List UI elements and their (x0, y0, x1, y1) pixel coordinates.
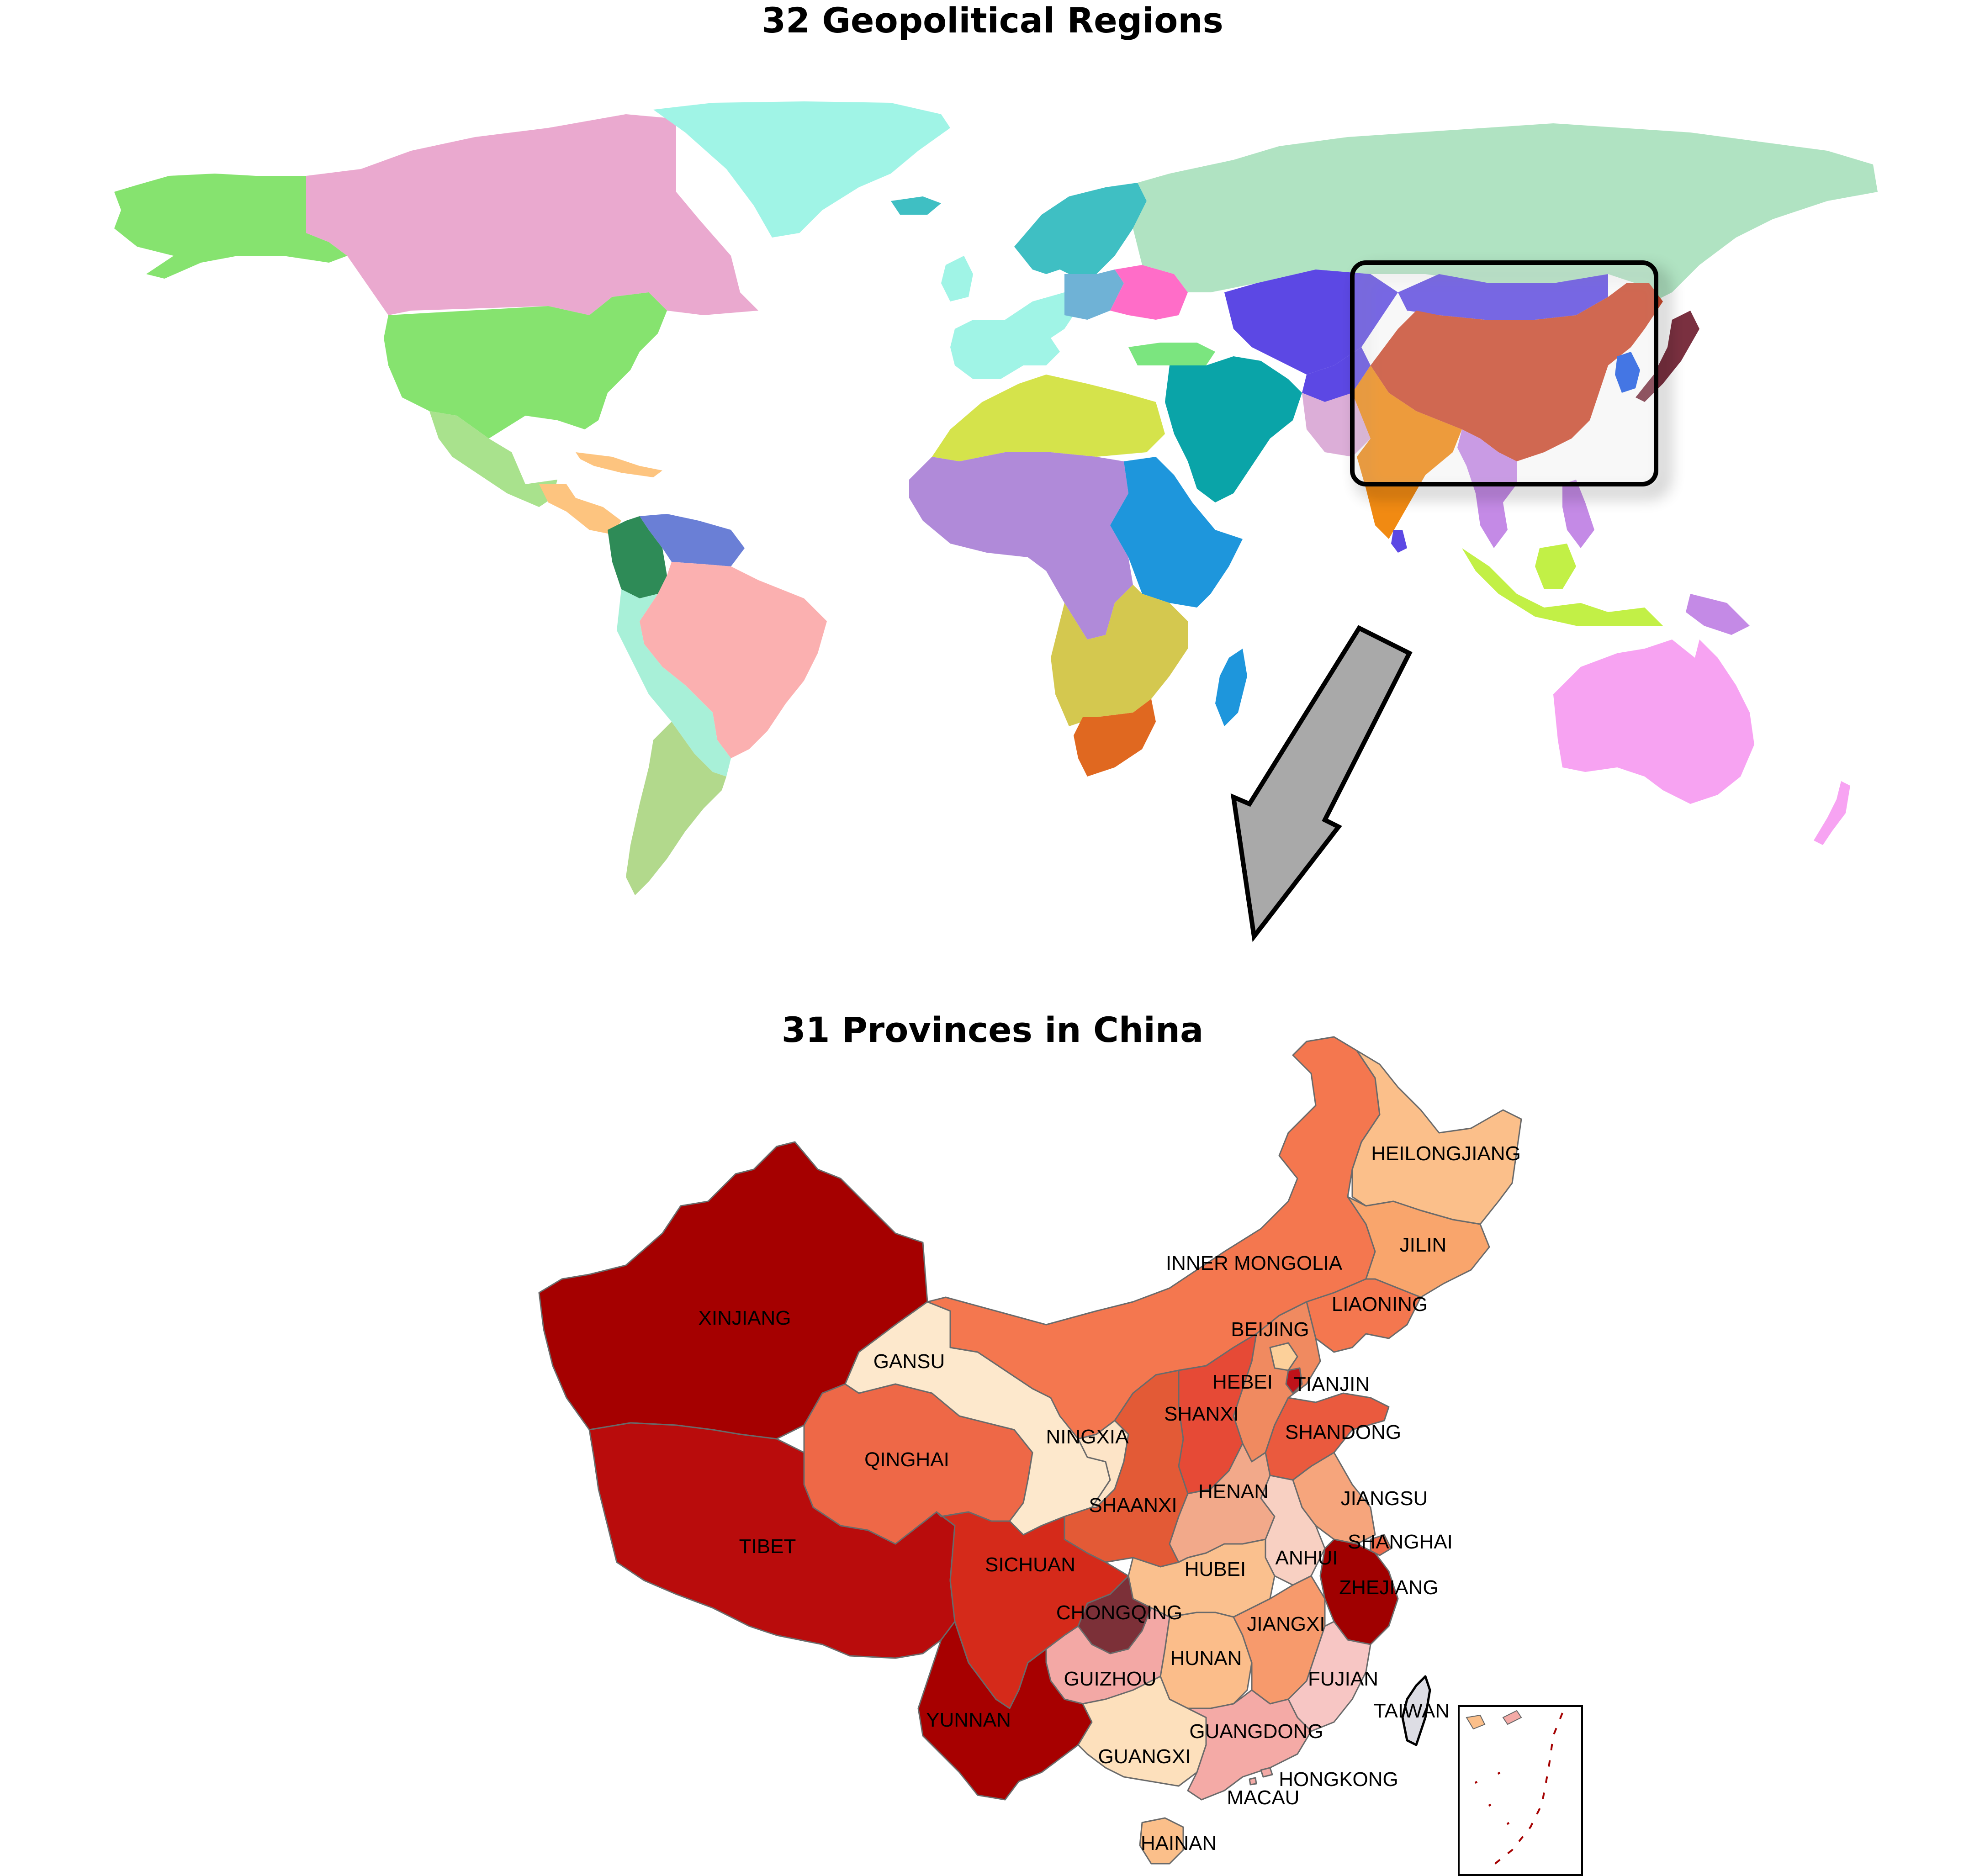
province-label-shaanxi: SHAANXI (1089, 1494, 1177, 1517)
province-label-chongqing: CHONGQING (1056, 1601, 1182, 1624)
province-macau (1249, 1777, 1257, 1786)
province-label-beijing: BEIJING (1231, 1318, 1309, 1341)
province-label-tianjin: TIANJIN (1294, 1373, 1370, 1395)
region-alaska (114, 174, 347, 279)
province-label-hubei: HUBEI (1185, 1558, 1246, 1580)
province-label-ningxia: NINGXIA (1046, 1426, 1129, 1448)
region-brazil (640, 562, 827, 758)
south-china-sea-inset (1458, 1705, 1583, 1876)
region-russia (1133, 123, 1878, 301)
region-central-europe (1064, 270, 1124, 320)
region-caribbean (576, 452, 662, 477)
china-map-title: 31 Provinces in China (781, 1009, 1204, 1050)
province-label-taiwan: TAIWAN (1374, 1700, 1450, 1722)
region-southern-africa (1051, 585, 1188, 726)
province-label-zhejiang: ZHEJIANG (1339, 1576, 1439, 1599)
province-inner-mongolia (926, 1036, 1381, 1440)
region-greenland (653, 101, 950, 238)
region-scandinavia (1014, 183, 1147, 279)
province-liaoning (1306, 1278, 1422, 1353)
world-map (114, 101, 1878, 895)
region-western-europe (950, 292, 1074, 379)
province-label-hunan: HUNAN (1170, 1647, 1242, 1670)
province-label-hongkong: HONGKONG (1279, 1768, 1398, 1791)
region-borneo (1535, 544, 1576, 589)
province-label-shanghai: SHANGHAI (1348, 1531, 1453, 1553)
province-label-macau: MACAU (1227, 1786, 1300, 1809)
region-middle-east (1165, 356, 1302, 502)
province-label-gansu: GANSU (873, 1350, 945, 1373)
province-label-shanxi: SHANXI (1164, 1403, 1239, 1425)
province-label-liaoning: LIAONING (1332, 1293, 1428, 1316)
region-western-africa (909, 452, 1133, 639)
region-andes (617, 589, 731, 777)
region-australia (1553, 639, 1754, 804)
region-eastern-europe (1110, 265, 1188, 320)
province-label-fujian: FUJIAN (1308, 1668, 1378, 1690)
province-label-jilin: JILIN (1400, 1234, 1447, 1256)
region-mexico (429, 411, 557, 507)
china-highlight-box (1350, 260, 1658, 486)
province-label-guizhou: GUIZHOU (1064, 1668, 1157, 1690)
province-label-tibet: TIBET (739, 1535, 796, 1558)
province-label-sichuan: SICHUAN (985, 1554, 1075, 1576)
province-label-xinjiang: XINJIANG (699, 1307, 791, 1329)
province-label-qinghai: QINGHAI (864, 1448, 949, 1471)
province-hongkong (1260, 1767, 1273, 1778)
province-beijing (1269, 1342, 1298, 1371)
region-madagascar (1215, 649, 1247, 726)
region-papua (1686, 594, 1750, 635)
region-indonesia (1462, 548, 1663, 626)
province-label-hebei: HEBEI (1212, 1371, 1273, 1393)
zoom-arrow (1230, 625, 1413, 942)
region-philippines (1562, 480, 1594, 548)
province-label-hainan: HAINAN (1141, 1832, 1217, 1855)
province-labels: XINJIANG TIBET QINGHAI GANSU INNER MONGOLIA H… (699, 1142, 1521, 1855)
world-map-title: 32 Geopolitical Regions (762, 0, 1223, 41)
province-label-yunnan: YUNNAN (926, 1709, 1011, 1731)
province-hainan (1139, 1817, 1184, 1865)
province-guangdong (1187, 1689, 1312, 1801)
province-tianjin (1285, 1367, 1303, 1394)
region-usa (384, 292, 667, 439)
province-label-jiangsu: JIANGSU (1341, 1487, 1428, 1510)
region-eastern-africa (1110, 457, 1243, 608)
province-label-henan: HENAN (1198, 1480, 1269, 1503)
region-central-america (539, 484, 621, 534)
province-heilongjiang (1351, 1050, 1522, 1225)
region-iceland (891, 196, 941, 215)
region-canada (306, 114, 758, 315)
province-label-heilongjiang: HEILONGJIANG (1371, 1142, 1521, 1165)
province-label-jiangxi: JIANGXI (1247, 1613, 1325, 1635)
region-northern-south-america (640, 514, 745, 566)
province-shanghai (1370, 1534, 1392, 1556)
province-taiwan (1401, 1675, 1431, 1746)
region-north-africa (932, 375, 1165, 461)
region-south-africa (1074, 699, 1156, 777)
china-map (538, 1036, 1522, 1865)
region-argentina (626, 722, 726, 895)
region-colombia (608, 516, 667, 598)
province-label-guangxi: GUANGXI (1098, 1745, 1191, 1768)
region-uk (941, 256, 973, 301)
province-label-guangdong: GUANGDONG (1189, 1720, 1323, 1743)
province-label-inner-mongolia: INNER MONGOLIA (1166, 1252, 1343, 1274)
region-sri-lanka (1391, 530, 1407, 553)
region-new-zealand (1814, 781, 1850, 845)
province-label-shandong: SHANDONG (1285, 1421, 1401, 1443)
province-label-anhui: ANHUI (1276, 1547, 1338, 1569)
region-turkey (1128, 343, 1215, 365)
